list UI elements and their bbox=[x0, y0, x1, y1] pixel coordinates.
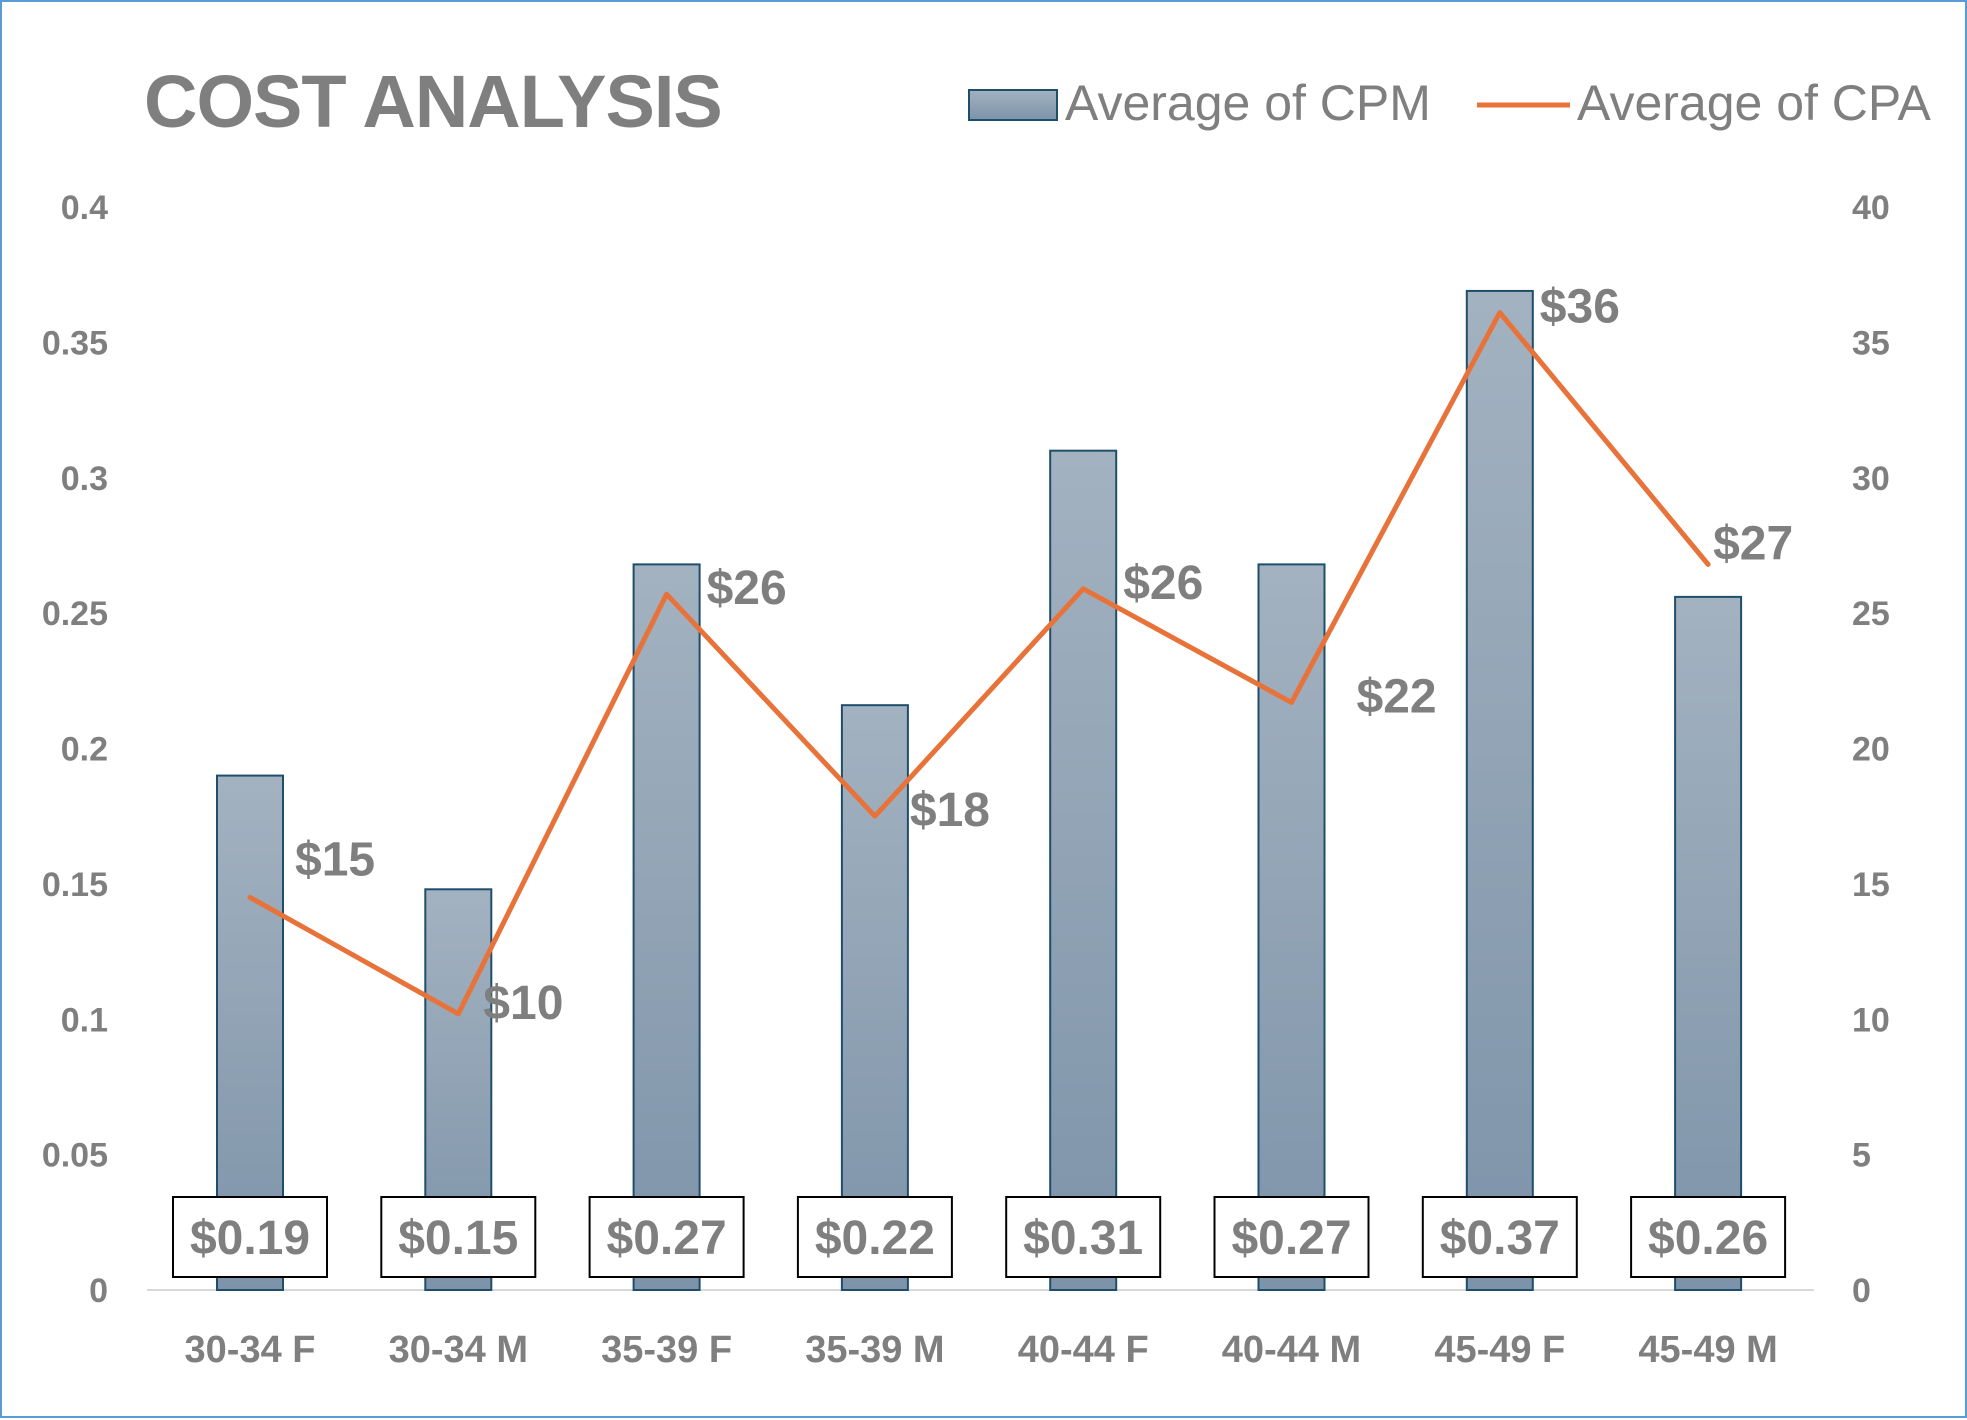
cpm-data-label-text: $0.37 bbox=[1440, 1212, 1560, 1265]
category-label: 45-49 F bbox=[1434, 1329, 1565, 1371]
cpa-data-label: $15 bbox=[295, 833, 375, 886]
cpm-data-label-box bbox=[1630, 1196, 1787, 1278]
cpm-data-label-box bbox=[1213, 1196, 1370, 1278]
cpa-data-label: $26 bbox=[1123, 557, 1203, 610]
left-tick-label: 0.1 bbox=[61, 1001, 108, 1039]
cpa-line bbox=[247, 310, 1711, 1017]
right-tick-label: 40 bbox=[1852, 189, 1890, 227]
right-tick-label: 30 bbox=[1852, 460, 1890, 498]
cpm-data-label-box bbox=[588, 1196, 745, 1278]
cpm-data-label: $0.27 bbox=[1213, 1196, 1370, 1278]
right-tick-label: 0 bbox=[1852, 1272, 1871, 1310]
left-tick-label: 0.35 bbox=[42, 324, 108, 362]
legend-cpm-swatch bbox=[968, 89, 1058, 121]
right-tick-label: 35 bbox=[1852, 324, 1890, 362]
cpm-data-label-text: $0.27 bbox=[1231, 1212, 1351, 1265]
cpa-data-label: $10 bbox=[483, 977, 563, 1030]
right-tick-label: 20 bbox=[1852, 731, 1890, 769]
cpm-data-label-text: $0.31 bbox=[1023, 1212, 1143, 1265]
cpa-data-label: $36 bbox=[1540, 281, 1620, 334]
cpm-bar bbox=[1049, 449, 1118, 1291]
cpm-data-label: $0.37 bbox=[1421, 1196, 1578, 1278]
category-label: 45-49 M bbox=[1638, 1329, 1777, 1371]
cpa-data-labels: $15 $10 $26 $18 $26 $22 $36 $27 bbox=[295, 281, 1793, 1030]
cpm-bar bbox=[1465, 289, 1534, 1291]
cpm-data-label-text: $0.19 bbox=[190, 1212, 310, 1265]
left-tick-label: 0.15 bbox=[42, 866, 108, 904]
category-axis-labels: 30-34 F 30-34 M 35-39 F 35-39 M 40-44 F 40-44… bbox=[185, 1329, 1778, 1371]
legend-cpm-label: Average of CPM bbox=[1065, 75, 1431, 131]
left-tick-label: 0.3 bbox=[61, 460, 108, 498]
left-tick-label: 0.2 bbox=[61, 731, 108, 769]
cpm-data-label: $0.27 bbox=[588, 1196, 745, 1278]
legend: Average of CPM Average of CPA bbox=[968, 75, 1932, 131]
legend-cpa-label: Average of CPA bbox=[1577, 75, 1932, 131]
cpm-bar bbox=[632, 563, 701, 1291]
category-label: 35-39 F bbox=[601, 1329, 732, 1371]
cpm-data-label: $0.26 bbox=[1630, 1196, 1787, 1278]
cpm-data-label-text: $0.27 bbox=[607, 1212, 727, 1265]
left-tick-label: 0.25 bbox=[42, 595, 108, 633]
cpm-data-label-box bbox=[172, 1196, 328, 1278]
cpa-data-label: $26 bbox=[707, 562, 787, 615]
chart-title: COST ANALYSIS bbox=[144, 60, 722, 143]
category-label: 30-34 F bbox=[185, 1329, 316, 1371]
cpa-data-label: $22 bbox=[1357, 670, 1437, 723]
right-tick-label: 5 bbox=[1852, 1137, 1871, 1175]
cpm-data-label-box bbox=[796, 1196, 953, 1278]
right-tick-label: 10 bbox=[1852, 1001, 1890, 1039]
left-axis: 0 0.05 0.1 0.15 0.2 0.25 0.3 0.35 0.4 bbox=[42, 189, 108, 1310]
cpm-data-label-box bbox=[1421, 1196, 1578, 1278]
cpm-bar bbox=[840, 704, 909, 1291]
category-label: 35-39 M bbox=[805, 1329, 944, 1371]
cpm-data-label-text: $0.26 bbox=[1648, 1212, 1768, 1265]
cpm-data-label: $0.15 bbox=[380, 1196, 537, 1278]
cpm-data-label-box bbox=[1005, 1196, 1162, 1278]
cpm-data-label: $0.31 bbox=[1005, 1196, 1162, 1278]
cpa-line-series bbox=[247, 310, 1711, 1017]
category-label: 40-44 F bbox=[1018, 1329, 1149, 1371]
cpa-data-label: $27 bbox=[1713, 517, 1793, 570]
cpm-bar bbox=[1257, 563, 1326, 1291]
category-label: 30-34 M bbox=[389, 1329, 528, 1371]
left-tick-label: 0.05 bbox=[42, 1137, 108, 1175]
cpa-data-label: $18 bbox=[910, 784, 990, 837]
right-axis: 0 5 10 15 20 25 30 35 40 bbox=[1852, 189, 1890, 1310]
cpm-bars bbox=[216, 289, 1743, 1291]
cpm-data-labels: $0.19 $0.15 $0.27 $0.22 $0.31 $0.27 $0.37 $0.26 bbox=[172, 1196, 1787, 1278]
cpm-data-label-text: $0.15 bbox=[398, 1212, 518, 1265]
cpm-data-label-box bbox=[380, 1196, 537, 1278]
cpm-data-label: $0.22 bbox=[796, 1196, 953, 1278]
right-tick-label: 15 bbox=[1852, 866, 1890, 904]
cpm-data-label: $0.19 bbox=[172, 1196, 328, 1278]
right-tick-label: 25 bbox=[1852, 595, 1890, 633]
left-tick-label: 0 bbox=[89, 1272, 108, 1310]
category-label: 40-44 M bbox=[1222, 1329, 1361, 1371]
left-tick-label: 0.4 bbox=[61, 189, 108, 227]
cpm-bar bbox=[1674, 595, 1743, 1291]
cpm-data-label-text: $0.22 bbox=[815, 1212, 935, 1265]
